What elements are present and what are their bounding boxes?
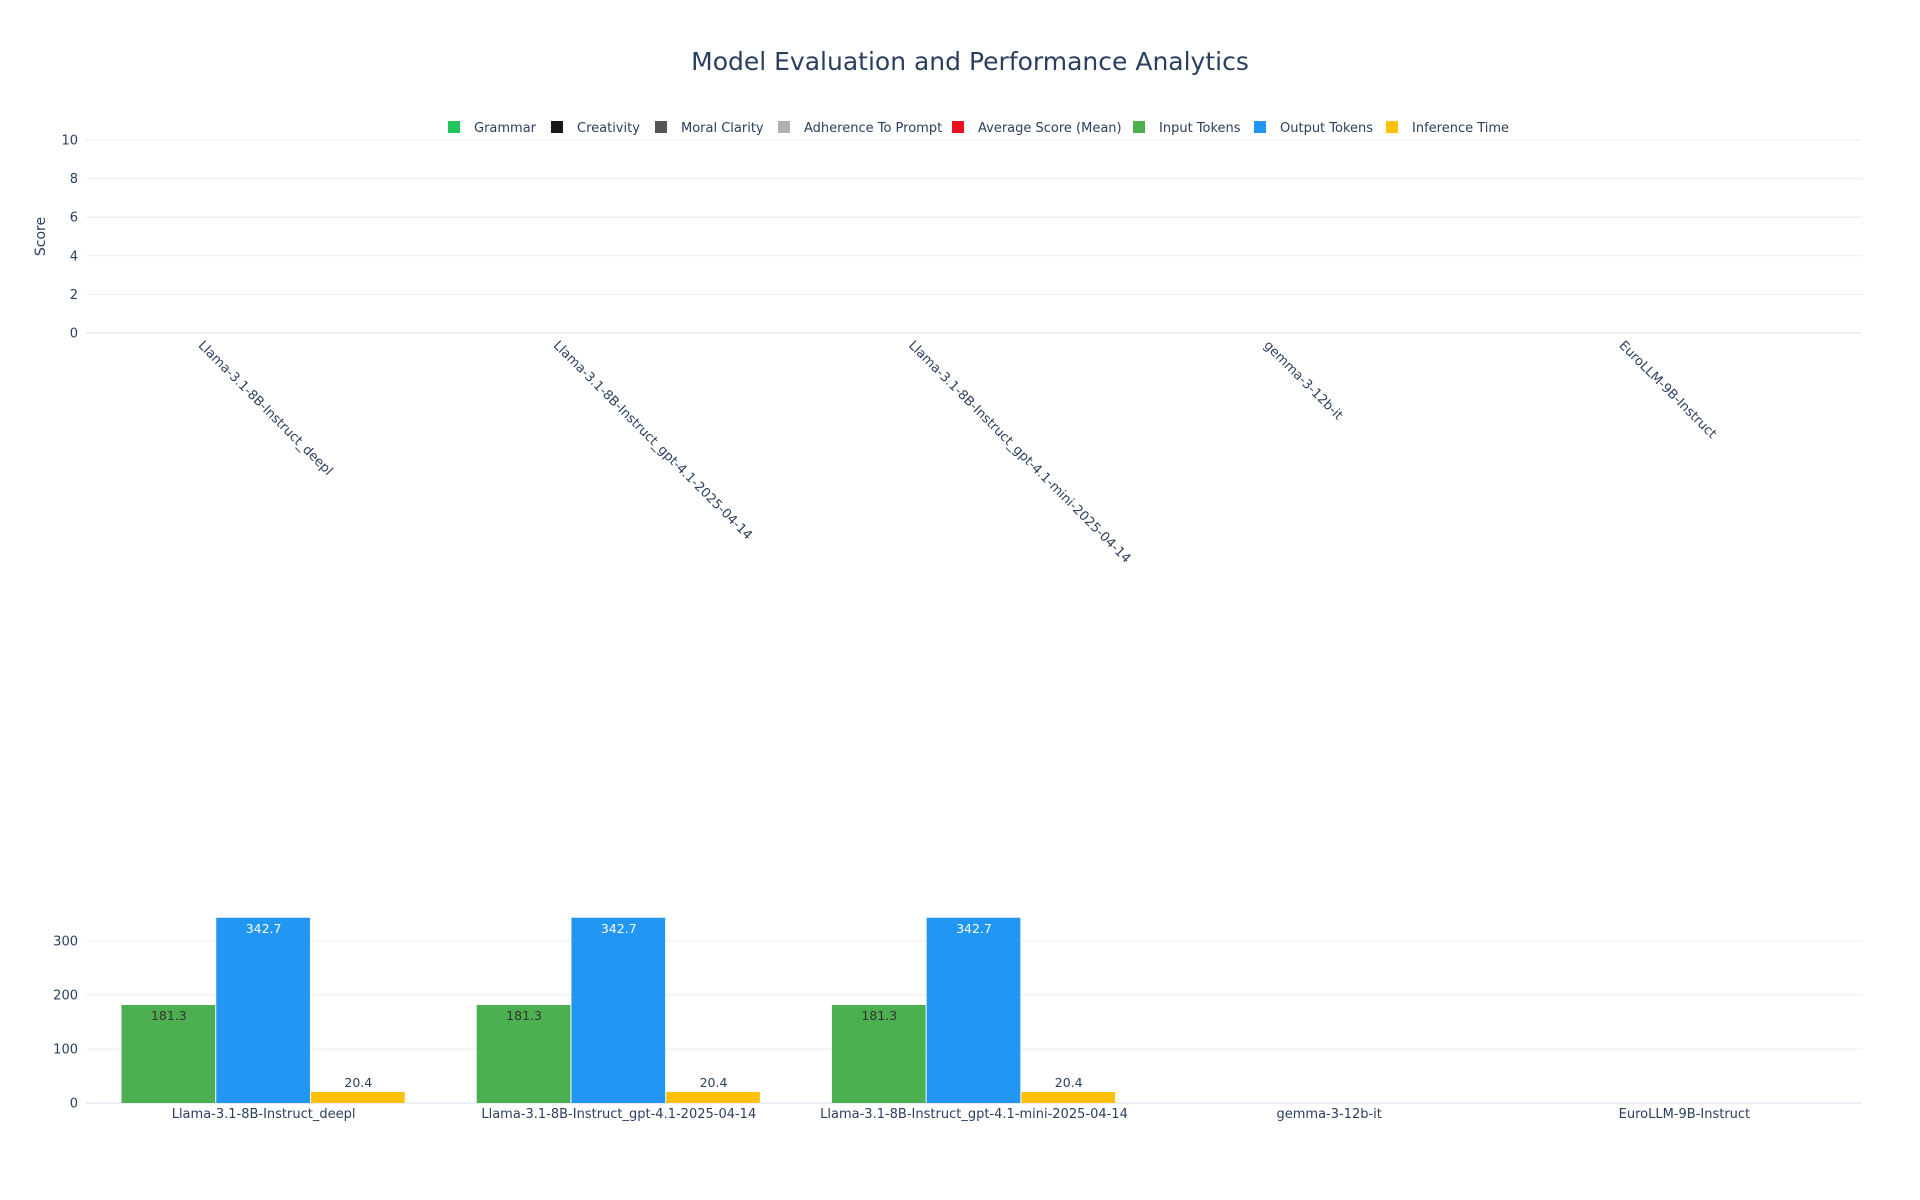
x-category-label: Llama-3.1-8B-Instruct_gpt-4.1-2025-04-14	[481, 1107, 756, 1122]
y-tick-label: 8	[70, 172, 78, 187]
y-tick-label: 0	[70, 1097, 78, 1112]
legend-label: Output Tokens	[1280, 121, 1373, 136]
legend-swatch	[551, 121, 563, 133]
bar-output-tokens[interactable]	[216, 917, 310, 1103]
legend-swatch	[1386, 121, 1398, 133]
x-category-label: Llama-3.1-8B-Instruct_gpt-4.1-2025-04-14	[550, 338, 755, 543]
bar-data-label: 342.7	[246, 921, 282, 936]
y-tick-label: 300	[53, 934, 78, 949]
bar-data-label: 342.7	[956, 921, 992, 936]
legend-item-output-tokens[interactable]: Output Tokens	[1254, 121, 1373, 136]
x-category-label: Llama-3.1-8B-Instruct_gpt-4.1-mini-2025-…	[905, 338, 1133, 566]
legend-label: Creativity	[577, 121, 640, 136]
bar-inference-time[interactable]	[1021, 1091, 1116, 1103]
legend-swatch	[952, 121, 964, 133]
legend-swatch	[655, 121, 667, 133]
legend-label: Moral Clarity	[681, 121, 764, 136]
legend-item-adherence-to-prompt[interactable]: Adherence To Prompt	[778, 121, 942, 136]
bar-data-label: 20.4	[700, 1075, 728, 1090]
bar-input-tokens[interactable]	[476, 1005, 571, 1103]
y-tick-label: 6	[70, 211, 78, 226]
legend-item-creativity[interactable]: Creativity	[551, 121, 640, 136]
x-category-label: gemma-3-12b-it	[1260, 338, 1345, 423]
x-category-label: Llama-3.1-8B-Instruct_deepl	[195, 338, 336, 479]
bar-data-label: 181.3	[151, 1008, 187, 1023]
bar-input-tokens[interactable]	[831, 1005, 926, 1103]
chart-title: Model Evaluation and Performance Analyti…	[691, 47, 1249, 76]
y-axis-title: Score	[33, 217, 49, 256]
y-tick-label: 200	[53, 988, 78, 1003]
bar-data-label: 20.4	[1055, 1075, 1083, 1090]
bar-data-label: 20.4	[344, 1075, 372, 1090]
bar-output-tokens[interactable]	[926, 917, 1021, 1103]
score-panel: 0 2 4 6 8 10 Score Llama-3.1-8B-Instruct_deepl L…	[33, 134, 1862, 566]
legend-item-grammar[interactable]: Grammar	[448, 121, 537, 136]
x-category-label: Llama-3.1-8B-Instruct_gpt-4.1-mini-2025-…	[820, 1107, 1128, 1122]
legend-item-input-tokens[interactable]: Input Tokens	[1133, 121, 1241, 136]
bar-input-tokens[interactable]	[121, 1005, 216, 1103]
legend[interactable]: Grammar Creativity Moral Clarity Adherence …	[448, 121, 1509, 136]
token-panel: 0 100 200 300 181.3 181.3 181.3 342.7 342.7 342.7…	[53, 917, 1862, 1122]
legend-swatch	[1133, 121, 1145, 133]
legend-label: Adherence To Prompt	[804, 121, 942, 136]
y-tick-label: 10	[61, 134, 78, 149]
bar-inference-time[interactable]	[310, 1091, 405, 1103]
y-tick-label: 0	[70, 327, 78, 342]
legend-label: Average Score (Mean)	[978, 121, 1122, 136]
legend-item-inference-time[interactable]: Inference Time	[1386, 121, 1509, 136]
x-category-label: EuroLLM-9B-Instruct	[1616, 338, 1720, 442]
y-tick-label: 100	[53, 1042, 78, 1057]
legend-swatch	[448, 121, 460, 133]
legend-item-moral-clarity[interactable]: Moral Clarity	[655, 121, 764, 136]
y-tick-label: 4	[70, 249, 78, 264]
legend-label: Grammar	[474, 121, 537, 136]
bar-data-label: 181.3	[506, 1008, 542, 1023]
bar-data-label: 342.7	[601, 921, 637, 936]
x-category-label: Llama-3.1-8B-Instruct_deepl	[172, 1107, 356, 1122]
bar-inference-time[interactable]	[666, 1091, 760, 1103]
legend-item-average-score-mean[interactable]: Average Score (Mean)	[952, 121, 1122, 136]
legend-label: Input Tokens	[1159, 121, 1241, 136]
legend-label: Inference Time	[1412, 121, 1509, 136]
legend-swatch	[778, 121, 790, 133]
y-tick-label: 2	[70, 288, 78, 303]
x-category-label: EuroLLM-9B-Instruct	[1619, 1107, 1751, 1122]
legend-swatch	[1254, 121, 1266, 133]
bar-output-tokens[interactable]	[571, 917, 666, 1103]
x-category-label: gemma-3-12b-it	[1277, 1107, 1382, 1122]
bar-data-label: 181.3	[861, 1008, 897, 1023]
